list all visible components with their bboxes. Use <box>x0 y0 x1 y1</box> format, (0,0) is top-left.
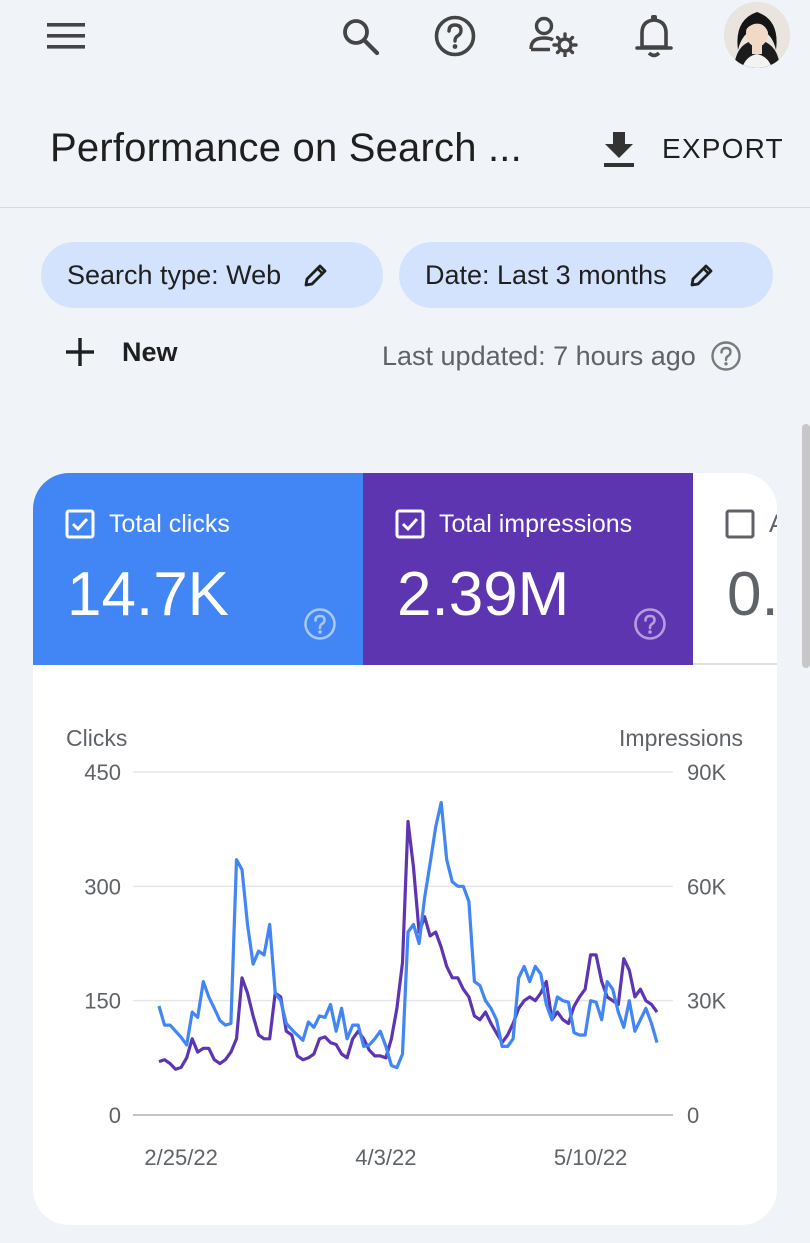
help-icon[interactable] <box>432 13 478 59</box>
x-tick-label: 2/25/22 <box>144 1145 217 1170</box>
metric-label: Total impressions <box>439 509 633 538</box>
user-avatar[interactable] <box>724 2 790 68</box>
export-label: EXPORT <box>662 133 784 164</box>
y-right-axis-label: Impressions <box>619 725 743 751</box>
metric-average-ctr[interactable]: A 0. <box>693 473 777 665</box>
checkbox-unchecked-icon[interactable] <box>725 509 755 539</box>
plus-icon <box>66 338 94 366</box>
last-updated: Last updated: 7 hours ago <box>382 340 742 372</box>
help-circle-icon[interactable] <box>710 340 742 372</box>
performance-card: Total clicks 14.7K Total impressions 2.3… <box>33 473 777 1225</box>
metric-label: Total clicks <box>109 509 230 538</box>
edit-pencil-icon <box>690 264 713 287</box>
y-left-tick-label: 0 <box>109 1103 121 1128</box>
search-icon[interactable] <box>338 14 382 58</box>
new-filter-button[interactable]: New <box>64 336 178 368</box>
page-header: Performance on Search ... EXPORT <box>0 100 810 208</box>
y-right-tick-label: 90K <box>687 760 726 785</box>
export-button[interactable]: EXPORT <box>602 130 784 168</box>
top-app-bar <box>0 0 810 80</box>
metric-value: 2.39M <box>397 560 570 629</box>
last-updated-label: Last updated: 7 hours ago <box>382 340 696 371</box>
performance-chart: Clicks Impressions 450 300 150 0 90K 60K 30K 0… <box>66 725 743 1170</box>
hamburger-menu-icon[interactable] <box>46 16 86 56</box>
search-type-filter-label: Search type: Web <box>67 259 282 290</box>
metric-value: 0. <box>727 560 777 629</box>
manage-accounts-icon[interactable] <box>528 14 578 58</box>
search-type-filter-chip[interactable]: Search type: Web <box>41 242 383 308</box>
y-left-tick-label: 150 <box>84 989 121 1014</box>
metric-total-impressions[interactable]: Total impressions 2.39M <box>363 473 693 665</box>
metric-total-clicks[interactable]: Total clicks 14.7K <box>33 473 363 665</box>
x-tick-label: 4/3/22 <box>355 1145 416 1170</box>
y-right-tick-label: 0 <box>687 1103 699 1128</box>
series-line-clicks <box>157 800 659 1070</box>
checkbox-checked-icon[interactable] <box>65 509 95 539</box>
y-right-tick-label: 30K <box>687 989 726 1014</box>
x-tick-label: 5/10/22 <box>554 1145 627 1170</box>
metric-value: 14.7K <box>67 560 230 629</box>
date-filter-chip[interactable]: Date: Last 3 months <box>399 242 773 308</box>
help-circle-icon[interactable] <box>303 607 337 641</box>
y-left-tick-label: 450 <box>84 760 121 785</box>
edit-pencil-icon <box>304 264 327 287</box>
date-filter-label: Date: Last 3 months <box>425 259 667 290</box>
download-icon <box>604 132 634 167</box>
y-right-tick-label: 60K <box>687 874 726 899</box>
page-title: Performance on Search ... <box>50 126 522 170</box>
checkbox-checked-icon[interactable] <box>395 509 425 539</box>
help-circle-icon[interactable] <box>633 607 667 641</box>
y-left-axis-label: Clicks <box>66 725 127 751</box>
y-left-tick-label: 300 <box>84 874 121 899</box>
page-scrollbar[interactable] <box>802 424 810 668</box>
bell-icon[interactable] <box>632 12 676 60</box>
metric-label: A <box>769 510 777 539</box>
new-filter-label: New <box>122 336 178 367</box>
series-line-impressions <box>158 819 659 1071</box>
